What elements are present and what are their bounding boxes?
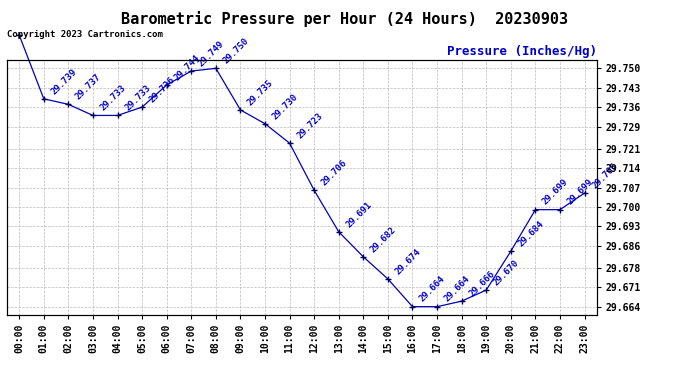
Text: 29.736: 29.736 — [148, 75, 177, 104]
Text: 29.723: 29.723 — [295, 111, 324, 140]
Text: 29.666: 29.666 — [467, 269, 496, 298]
Text: Pressure (Inches/Hg): Pressure (Inches/Hg) — [447, 45, 597, 58]
Text: 29.749: 29.749 — [197, 39, 226, 68]
Text: 29.670: 29.670 — [492, 258, 521, 287]
Text: 29.730: 29.730 — [270, 92, 299, 121]
Text: Copyright 2023 Cartronics.com: Copyright 2023 Cartronics.com — [7, 30, 163, 39]
Text: 29.664: 29.664 — [418, 275, 447, 304]
Text: 29.750: 29.750 — [221, 36, 250, 66]
Text: 29.664: 29.664 — [442, 275, 472, 304]
Text: 29.706: 29.706 — [319, 158, 349, 188]
Text: 29.691: 29.691 — [344, 200, 373, 229]
Text: 29.744: 29.744 — [172, 53, 201, 82]
Text: 29.684: 29.684 — [516, 219, 546, 249]
Text: 29.739: 29.739 — [49, 67, 79, 96]
Text: 29.705: 29.705 — [590, 161, 620, 190]
Text: 29.733: 29.733 — [99, 84, 128, 112]
Text: 29.699: 29.699 — [566, 178, 595, 207]
Text: 29.735: 29.735 — [246, 78, 275, 107]
Text: 29.762: 29.762 — [0, 374, 1, 375]
Text: 29.699: 29.699 — [541, 178, 570, 207]
Text: Barometric Pressure per Hour (24 Hours)  20230903: Barometric Pressure per Hour (24 Hours) … — [121, 11, 569, 27]
Text: 29.674: 29.674 — [393, 247, 423, 276]
Text: 29.737: 29.737 — [74, 72, 103, 102]
Text: 29.733: 29.733 — [123, 84, 152, 112]
Text: 29.682: 29.682 — [369, 225, 398, 254]
